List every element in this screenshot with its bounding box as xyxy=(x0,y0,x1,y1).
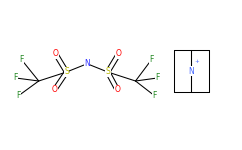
Text: O: O xyxy=(116,50,121,58)
Text: F: F xyxy=(16,92,20,100)
Text: F: F xyxy=(155,74,159,82)
Text: F: F xyxy=(20,56,24,64)
Text: F: F xyxy=(153,92,157,100)
Text: F: F xyxy=(149,56,153,64)
Text: S: S xyxy=(105,68,110,76)
Text: O: O xyxy=(114,85,120,94)
Text: +: + xyxy=(195,59,200,64)
Text: O: O xyxy=(53,50,59,58)
Text: S: S xyxy=(64,68,69,76)
Text: F: F xyxy=(14,74,18,82)
Text: N: N xyxy=(84,59,90,68)
Text: N: N xyxy=(188,67,194,76)
Text: O: O xyxy=(52,85,57,94)
